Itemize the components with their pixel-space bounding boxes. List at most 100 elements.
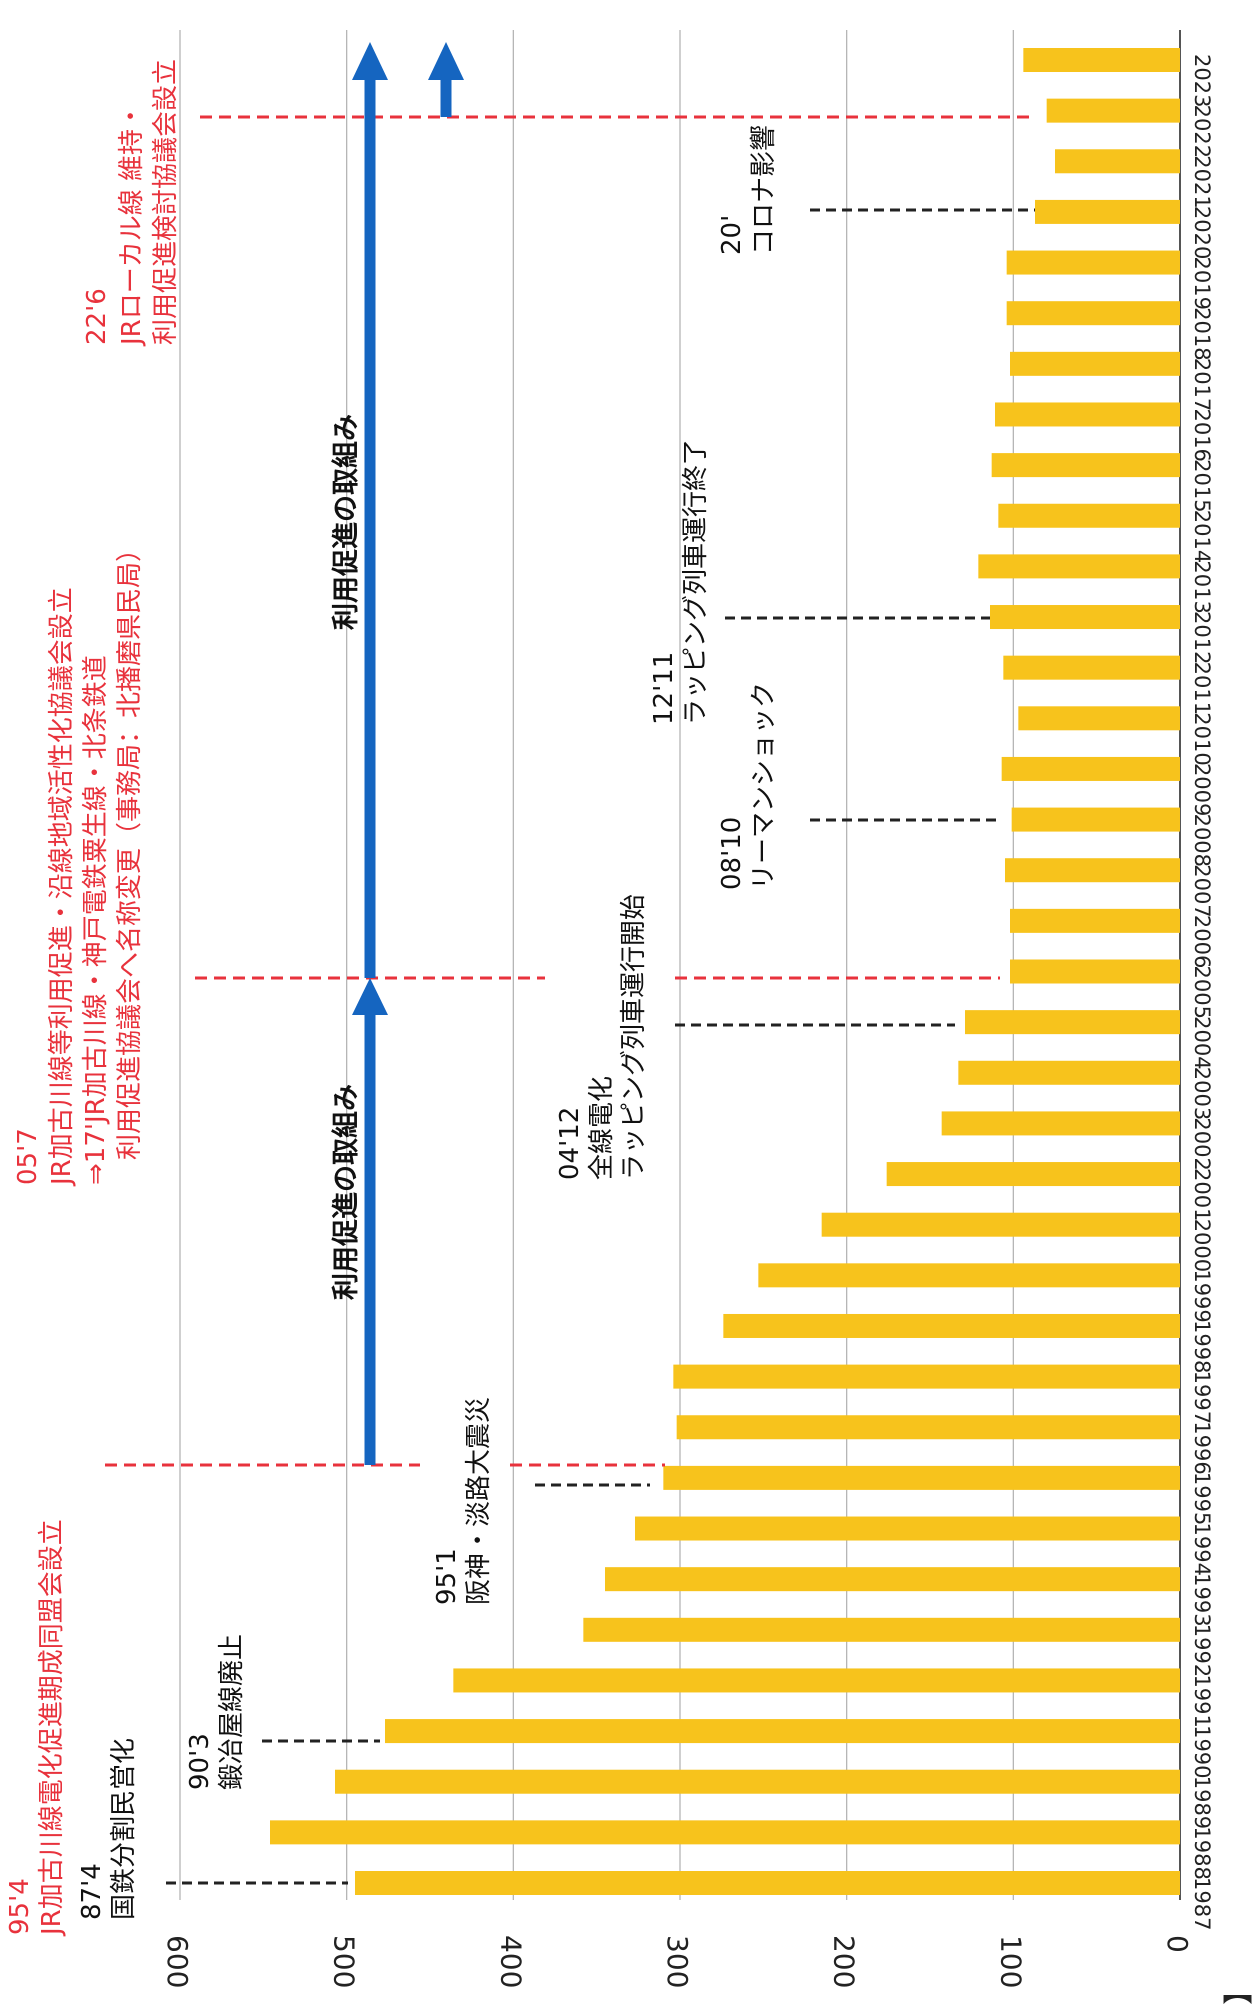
milestone-annotations: 95'4 JR加古川線電化促進期成同盟会設立 05'7 JR加古川線等利用促進・… (5, 59, 181, 1937)
bar-2001 (886, 1162, 1180, 1187)
tick-label-0: 0 (1161, 1935, 1194, 1953)
bar-2021 (1055, 149, 1180, 174)
milestone-markers (105, 115, 1030, 1467)
category-label-2021: 2021 (1190, 155, 1214, 208)
category-label-1987: 1987 (1190, 1877, 1214, 1930)
event-text-2004a: 全線電化 (587, 1076, 617, 1180)
category-label-2020: 2020 (1190, 206, 1214, 259)
bar-2010 (1018, 706, 1180, 731)
category-label-2014: 2014 (1190, 510, 1214, 563)
category-label-1993: 1993 (1190, 1573, 1214, 1626)
event-text-1995: 阪神・淡路大震災 (464, 1397, 494, 1605)
bar-1999 (758, 1263, 1180, 1288)
bar-2016 (995, 402, 1180, 427)
bar-2019 (1006, 250, 1180, 275)
chart-tick-labels: 0 100 200 300 400 500 600 (161, 1935, 1194, 1988)
bar-1989 (335, 1769, 1180, 1794)
bar-2000 (821, 1212, 1180, 1237)
milestone-text-2022a: JRローカル線 維持・ (117, 103, 147, 347)
bar-2017 (1010, 351, 1180, 376)
bar-1988 (270, 1820, 1180, 1845)
tick-label-200: 200 (828, 1935, 861, 1988)
event-date-2008: 08'10 (717, 817, 747, 890)
event-date-1990: 90'3 (185, 1733, 215, 1790)
event-date-2004: 04'12 (555, 1107, 585, 1180)
category-label-2003: 2003 (1190, 1067, 1214, 1120)
bar-2018 (1006, 301, 1180, 326)
bar-2013 (978, 554, 1180, 579)
tick-label-400: 400 (494, 1935, 527, 1988)
category-label-1996: 1996 (1190, 1421, 1214, 1474)
bar-1992 (583, 1617, 1180, 1642)
bar-2008 (1011, 807, 1180, 832)
bar-2015 (991, 453, 1180, 478)
category-label-2010: 2010 (1190, 712, 1214, 765)
bar-2020 (1035, 199, 1180, 224)
chart-bars (270, 48, 1180, 1895)
bar-1990 (385, 1719, 1180, 1744)
tick-label-300: 300 (661, 1935, 694, 1988)
promotion-arrows: 利用促進の取組み 利用促進の取組み (330, 42, 464, 1465)
bar-2003 (958, 1060, 1180, 1085)
tick-label-500: 500 (328, 1935, 361, 1988)
milestone-date-1995: 95'4 (5, 1878, 35, 1935)
arrow-label-2: 利用促進の取組み (330, 414, 362, 630)
milestone-date-2022: 22'6 (82, 288, 112, 345)
milestone-text-2022b: 利用促進検討協議会設立 (151, 59, 181, 345)
category-label-1990: 1990 (1190, 1725, 1214, 1778)
category-label-2000: 2000 (1190, 1219, 1214, 1272)
event-annotations: 87'4 国鉄分割民営化 90'3 鍛冶屋線廃止 95'1 阪神・淡路大震災 0… (77, 125, 779, 1920)
arrow-head-3 (428, 42, 464, 80)
category-label-1995: 1995 (1190, 1472, 1214, 1525)
category-label-2019: 2019 (1190, 257, 1214, 310)
bar-1997 (673, 1364, 1180, 1389)
milestone-text-2005c: 利用促進協議会へ名称変更（事務局：北播磨県民局） (115, 536, 145, 1160)
bar-2012 (990, 605, 1180, 630)
tick-label-100: 100 (994, 1935, 1027, 1988)
category-label-2008: 2008 (1190, 814, 1214, 867)
event-date-2012: 12'11 (649, 652, 679, 725)
arrow-label-1: 利用促進の取組み (330, 1084, 362, 1300)
bar-2007 (1005, 858, 1180, 883)
bar-2006 (1010, 908, 1180, 933)
category-label-1988: 1988 (1190, 1826, 1214, 1879)
bar-2005 (1010, 959, 1180, 984)
chart-category-labels: 1987198819891990199119921993199419951996… (1190, 54, 1214, 1930)
category-label-2022: 2022 (1190, 105, 1214, 158)
category-label-2017: 2017 (1190, 358, 1214, 411)
milestone-text-1995: JR加古川線電化促進期成同盟会設立 (37, 1519, 67, 1937)
event-text-1987: 国鉄分割民営化 (109, 1738, 139, 1920)
category-label-2009: 2009 (1190, 763, 1214, 816)
milestone-text-2005a: JR加古川線等利用促進・沿線地域活性化協議会設立 (47, 587, 77, 1187)
event-date-2020: 20' (717, 215, 747, 255)
category-label-2013: 2013 (1190, 560, 1214, 613)
bar-1995 (663, 1465, 1180, 1490)
event-text-2012: ラッピング列車運行終了 (681, 439, 711, 725)
category-label-2004: 2004 (1190, 1016, 1214, 1069)
event-date-1987: 87'4 (77, 1863, 107, 1920)
category-label-1997: 1997 (1190, 1371, 1214, 1424)
y-unit-label: 【人】 (1218, 1975, 1253, 2006)
category-label-1994: 1994 (1190, 1523, 1214, 1576)
bar-2023 (1023, 48, 1180, 72)
bar-2011 (1003, 655, 1180, 680)
bar-1998 (723, 1313, 1180, 1338)
arrow-head-2 (352, 42, 388, 80)
category-label-2015: 2015 (1190, 459, 1214, 512)
category-label-1989: 1989 (1190, 1776, 1214, 1829)
arrow-head-1 (352, 978, 388, 1015)
bar-1987 (355, 1871, 1180, 1895)
bar-2002 (941, 1111, 1180, 1136)
event-text-1990: 鍛冶屋線廃止 (217, 1634, 247, 1790)
bar-1994 (635, 1516, 1180, 1541)
category-label-2012: 2012 (1190, 611, 1214, 664)
category-label-2005: 2005 (1190, 966, 1214, 1019)
category-label-2016: 2016 (1190, 408, 1214, 461)
bar-2004 (965, 1010, 1180, 1035)
category-label-2002: 2002 (1190, 1117, 1214, 1170)
category-label-2006: 2006 (1190, 915, 1214, 968)
event-text-2008: リーマンショック (749, 682, 779, 890)
milestone-date-2005: 05'7 (13, 1128, 43, 1185)
bar-1996 (676, 1415, 1180, 1440)
